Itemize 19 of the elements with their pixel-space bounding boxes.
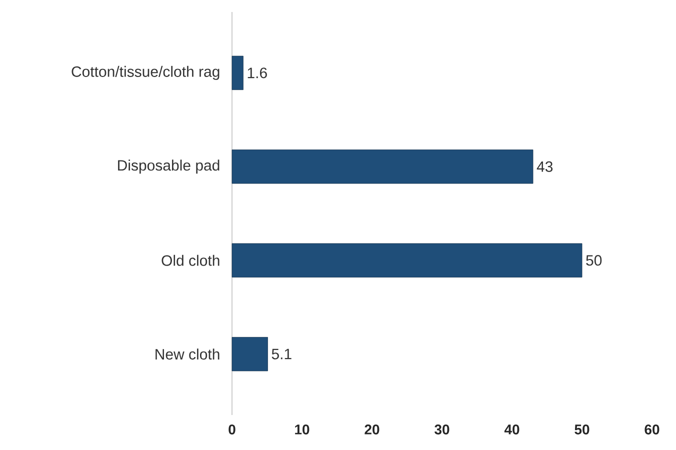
bar [232, 337, 268, 372]
x-tick-label: 30 [434, 424, 450, 434]
bar [232, 56, 244, 90]
x-tick-label: 0 [228, 424, 236, 434]
data-label: 43 [536, 161, 553, 172]
x-tick-label: 10 [295, 424, 310, 434]
bar [232, 150, 534, 184]
x-tick-label: 50 [574, 424, 590, 434]
y-tick-label: Old cloth [162, 254, 220, 266]
y-tick-label: Cotton/tissue/cloth rag [72, 66, 220, 80]
x-tick-label: 20 [364, 424, 380, 434]
bar [232, 243, 582, 278]
data-label: 1.6 [248, 68, 267, 78]
y-tick-label: Disposable pad [118, 160, 220, 174]
data-label: 5.1 [272, 348, 292, 360]
x-tick-label: 40 [504, 424, 520, 434]
data-label: 50 [586, 255, 602, 266]
y-tick-label: New cloth [156, 348, 220, 360]
x-tick-label: 60 [644, 424, 660, 434]
